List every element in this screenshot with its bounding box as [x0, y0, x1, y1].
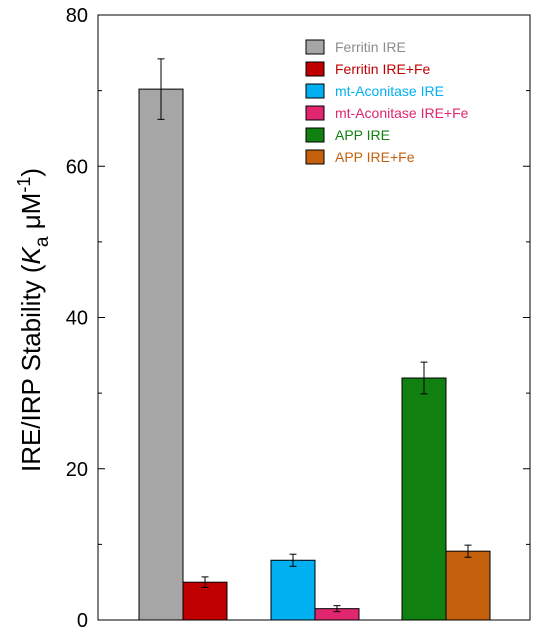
bar-app-ire	[401, 377, 447, 621]
bar-app-ire-fe	[445, 550, 491, 621]
legend-swatch	[305, 61, 325, 77]
bars-layer	[138, 88, 491, 621]
y-tick-label: 0	[77, 610, 88, 632]
bar-ferritin-ire	[138, 88, 184, 621]
y-tick-label: 60	[66, 156, 88, 178]
y-axis-label-suffix: )	[16, 168, 46, 177]
bar-mt-aconitase-ire	[270, 559, 316, 621]
legend-label: APP IRE	[335, 127, 390, 143]
y-axis-label-subscript: a	[32, 236, 53, 247]
error-bars-layer	[157, 58, 472, 613]
legend-label: mt-Aconitase IRE	[335, 83, 444, 99]
y-tick-label: 40	[66, 308, 88, 330]
y-axis-label-exponent: -1	[14, 177, 34, 193]
y-tick-label: 80	[66, 5, 88, 27]
legend: Ferritin IRE Ferritin IRE+Fe mt-Aconitase …	[305, 39, 469, 165]
legend-swatch	[305, 149, 325, 165]
y-axis-label: IRE/IRP Stability (Ka μM-1)	[14, 168, 53, 472]
y-axis-label-prefix: IRE/IRP Stability (	[16, 264, 46, 472]
y-axis-label-k: K	[16, 245, 46, 264]
legend-label: APP IRE+Fe	[335, 149, 415, 165]
legend-label: Ferritin IRE+Fe	[335, 61, 431, 77]
bar-ferritin-ire-fe	[182, 581, 228, 621]
legend-label: Ferritin IRE	[335, 39, 406, 55]
axes-layer: 0 20 40 60 80	[66, 5, 531, 632]
svg-text:IRE/IRP Stability (Ka μM-1): IRE/IRP Stability (Ka μM-1)	[14, 168, 53, 472]
legend-swatch	[305, 127, 325, 143]
y-axis-label-unit: μM	[16, 193, 46, 237]
legend-swatch	[305, 105, 325, 121]
y-tick-label: 20	[66, 459, 88, 481]
legend-label: mt-Aconitase IRE+Fe	[335, 105, 469, 121]
legend-swatch	[305, 39, 325, 55]
legend-swatch	[305, 83, 325, 99]
